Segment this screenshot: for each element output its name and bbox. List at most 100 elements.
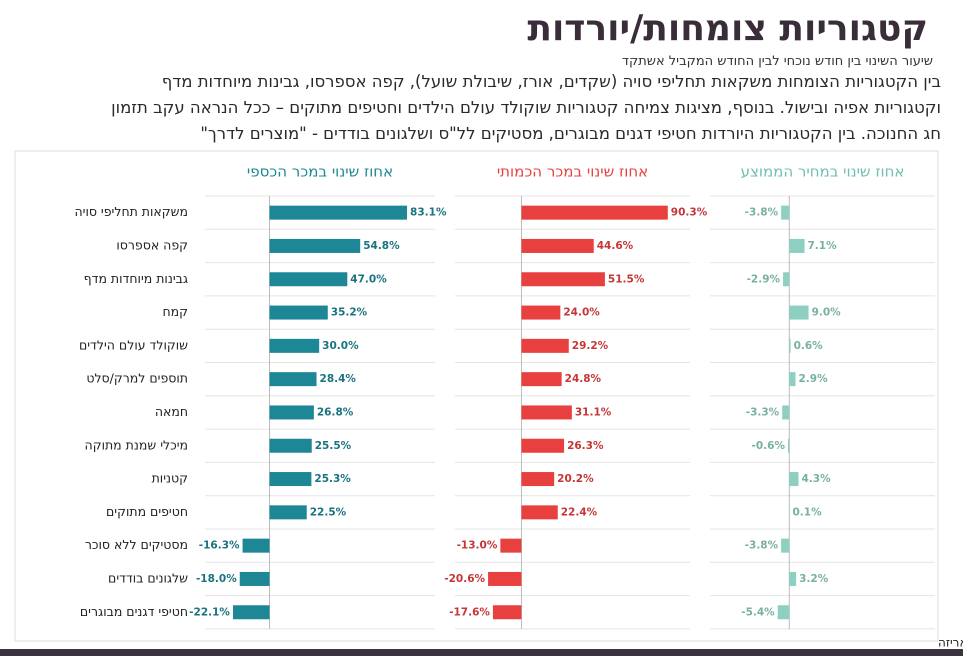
value-label: -16.3%	[199, 540, 240, 552]
bar	[488, 571, 522, 586]
value-label: 9.0%	[812, 307, 842, 319]
bar	[269, 372, 317, 387]
value-label: 7.1%	[808, 240, 838, 252]
value-label: 25.5%	[315, 440, 352, 452]
bar	[781, 205, 790, 220]
value-label: 26.8%	[317, 406, 354, 418]
bar	[783, 272, 790, 287]
value-label: 28.4%	[320, 373, 357, 385]
bar	[521, 505, 558, 520]
bar	[269, 305, 328, 320]
panel-title: אחוז שינוי במכר הכמותי	[497, 163, 648, 181]
category-label: שוקולד עולם הילדים	[79, 337, 188, 352]
bottom-bar	[0, 649, 963, 656]
value-label: -3.8%	[745, 540, 779, 552]
bar	[521, 272, 605, 287]
bar	[492, 605, 522, 620]
category-label: תוספים למרק/סלט	[86, 371, 188, 386]
category-label: קטניות	[152, 471, 188, 486]
category-label: משקאות תחליפי סויה	[74, 204, 188, 219]
bar	[777, 605, 790, 620]
value-label: -0.6%	[752, 440, 786, 452]
value-label: 90.3%	[671, 207, 708, 219]
bar	[521, 305, 561, 320]
value-label: -17.6%	[449, 606, 490, 618]
paragraph-line: בין הקטגוריות הצומחות משקאות תחליפי סויה…	[161, 72, 941, 91]
bar	[269, 338, 320, 353]
panel-title: אחוז שינוי במכר הכספי	[247, 163, 393, 181]
bar	[789, 305, 809, 320]
value-label: 25.3%	[314, 473, 351, 485]
bar	[789, 372, 796, 387]
footnote: *מכר כמותי/מחיר ממוצע לפי משקל/נפח/יח' ב…	[938, 636, 963, 650]
bar	[521, 205, 668, 220]
category-label: חטיפי דגנים מבוגרים	[80, 604, 188, 619]
category-label: מיכלי שמנת מתוקה	[85, 437, 188, 452]
bar	[521, 372, 562, 387]
bar	[521, 338, 569, 353]
bar	[788, 438, 790, 453]
subtitle: שיעור השינוי בין חודש נוכחי לבין החודש ה…	[621, 54, 933, 69]
bar	[789, 472, 799, 487]
bar	[500, 538, 522, 553]
value-label: 20.2%	[557, 473, 594, 485]
bar	[269, 405, 314, 420]
category-label: חטיפים מתוקים	[106, 504, 188, 519]
bar	[521, 472, 555, 487]
value-label: -22.1%	[189, 606, 230, 618]
category-label: שלגונים בודדים	[108, 570, 188, 585]
bar	[269, 272, 348, 287]
panel-title: אחוז שינוי במחיר הממוצע	[741, 163, 905, 181]
value-label: -5.4%	[741, 606, 775, 618]
value-label: -3.8%	[745, 207, 779, 219]
value-label: 30.0%	[322, 340, 359, 352]
value-label: 24.0%	[563, 307, 600, 319]
bar	[789, 338, 791, 353]
value-label: -13.0%	[457, 540, 498, 552]
category-label: קמח	[162, 304, 188, 319]
value-label: 47.0%	[350, 273, 387, 285]
bar	[521, 438, 565, 453]
bar	[521, 238, 594, 253]
value-label: 24.8%	[565, 373, 602, 385]
bar	[789, 238, 805, 253]
paragraph-line: וקטגוריות אפיה ובישול. בנוסף, מציגות צמי…	[111, 98, 941, 117]
bar	[521, 405, 572, 420]
category-label: מסטיקים ללא סוכר	[85, 537, 188, 552]
value-label: 54.8%	[363, 240, 400, 252]
value-label: 22.5%	[310, 506, 347, 518]
category-label: קפה אספרסו	[116, 237, 188, 252]
bar	[789, 571, 797, 586]
value-label: 0.1%	[793, 506, 823, 518]
value-label: -3.3%	[746, 406, 780, 418]
bar	[242, 538, 270, 553]
bar	[269, 238, 361, 253]
value-label: -18.0%	[196, 573, 237, 585]
value-label: 29.2%	[572, 340, 609, 352]
value-label: 26.3%	[567, 440, 604, 452]
bar	[269, 205, 408, 220]
bar	[232, 605, 270, 620]
category-label: חמאה	[155, 404, 188, 419]
category-label: גבינות מיוחדות מדף	[84, 271, 188, 286]
value-label: 51.5%	[608, 273, 645, 285]
bar	[239, 571, 270, 586]
value-label: 22.4%	[561, 506, 598, 518]
value-label: 4.3%	[802, 473, 832, 485]
bar	[782, 405, 790, 420]
bar	[269, 438, 312, 453]
bar	[269, 505, 307, 520]
value-label: 0.6%	[794, 340, 824, 352]
value-label: 2.9%	[799, 373, 829, 385]
value-label: 44.6%	[597, 240, 634, 252]
value-label: 3.2%	[799, 573, 829, 585]
value-label: 35.2%	[331, 307, 368, 319]
value-label: 83.1%	[410, 207, 447, 219]
bar	[781, 538, 790, 553]
value-label: 31.1%	[575, 406, 612, 418]
value-label: -20.6%	[444, 573, 485, 585]
bar	[269, 472, 312, 487]
title: קטגוריות צומחות/יורדות	[527, 8, 928, 49]
